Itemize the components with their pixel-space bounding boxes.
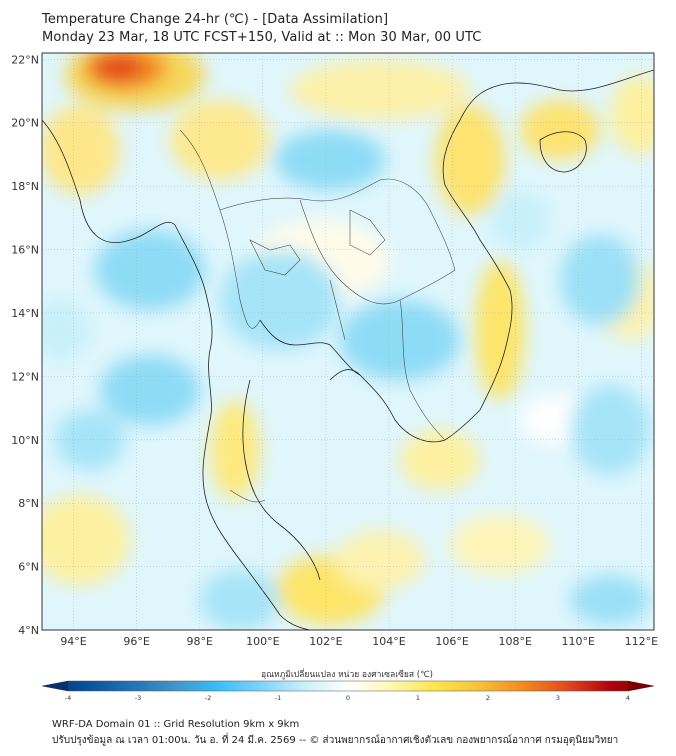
footer-update-info: ปรับปรุงข้อมูล ณ เวลา 01:00น. วัน อ. ที่… [52, 735, 619, 746]
colorbar-ticks: -4 -3 -2 -1 0 1 2 3 4 [65, 694, 630, 702]
footer-model-info: WRF-DA Domain 01 :: Grid Resolution 9km … [52, 719, 300, 730]
latitude-labels: 22°N 20°N 18°N 16°N 14°N 12°N 10°N 8°N 6°N 4°N [11, 53, 39, 637]
lon-label: 102°E [309, 635, 342, 648]
lon-label: 98°E [187, 635, 213, 648]
colorbar-tick: 3 [556, 694, 560, 702]
lon-label: 104°E [372, 635, 405, 648]
lon-label: 112°E [625, 635, 658, 648]
colorbar-min-extension [42, 681, 68, 691]
colorbar-tick: 4 [626, 694, 630, 702]
colorbar-tick: -3 [135, 694, 141, 702]
lat-label: 6°N [18, 561, 39, 574]
lon-label: 106°E [435, 635, 468, 648]
coastlines [42, 69, 654, 630]
colorbar-tick: 2 [486, 694, 490, 702]
lat-label: 12°N [11, 370, 39, 383]
map-frame [41, 52, 655, 631]
colorbar-tick: 1 [416, 694, 420, 702]
political-borders [179, 129, 456, 503]
colorbar-tick: 0 [346, 694, 350, 702]
lat-label: 20°N [11, 117, 39, 130]
colorbar-bar [41, 680, 655, 692]
lat-label: 10°N [11, 434, 39, 447]
lat-label: 16°N [11, 244, 39, 257]
colorbar-tick: -4 [65, 694, 71, 702]
map-title: Temperature Change 24-hr (℃) - [Data Ass… [42, 12, 389, 27]
colorbar [41, 680, 655, 692]
lon-label: 94°E [60, 635, 86, 648]
lon-label: 108°E [498, 635, 531, 648]
longitude-labels: 94°E 96°E 98°E 100°E 102°E 104°E 106°E 108°E 110… [60, 635, 658, 648]
lon-label: 96°E [123, 635, 149, 648]
colorbar-tick: -1 [275, 694, 281, 702]
lon-label: 110°E [562, 635, 595, 648]
lat-label: 18°N [11, 180, 39, 193]
lat-label: 14°N [11, 307, 39, 320]
map-subtitle: Monday 23 Mar, 18 UTC FCST+150, Valid at… [42, 30, 482, 45]
temperature-field [42, 53, 654, 630]
lat-label: 8°N [18, 497, 39, 510]
lon-label: 100°E [246, 635, 279, 648]
colorbar-label: อุณหภูมิเปลี่ยนแปลง หน่วย องศาเซลเซียส (… [261, 668, 433, 680]
lat-label: 4°N [18, 624, 39, 637]
colorbar-tick: -2 [205, 694, 211, 702]
colorbar-max-extension [628, 681, 654, 691]
lat-label: 22°N [11, 53, 39, 66]
